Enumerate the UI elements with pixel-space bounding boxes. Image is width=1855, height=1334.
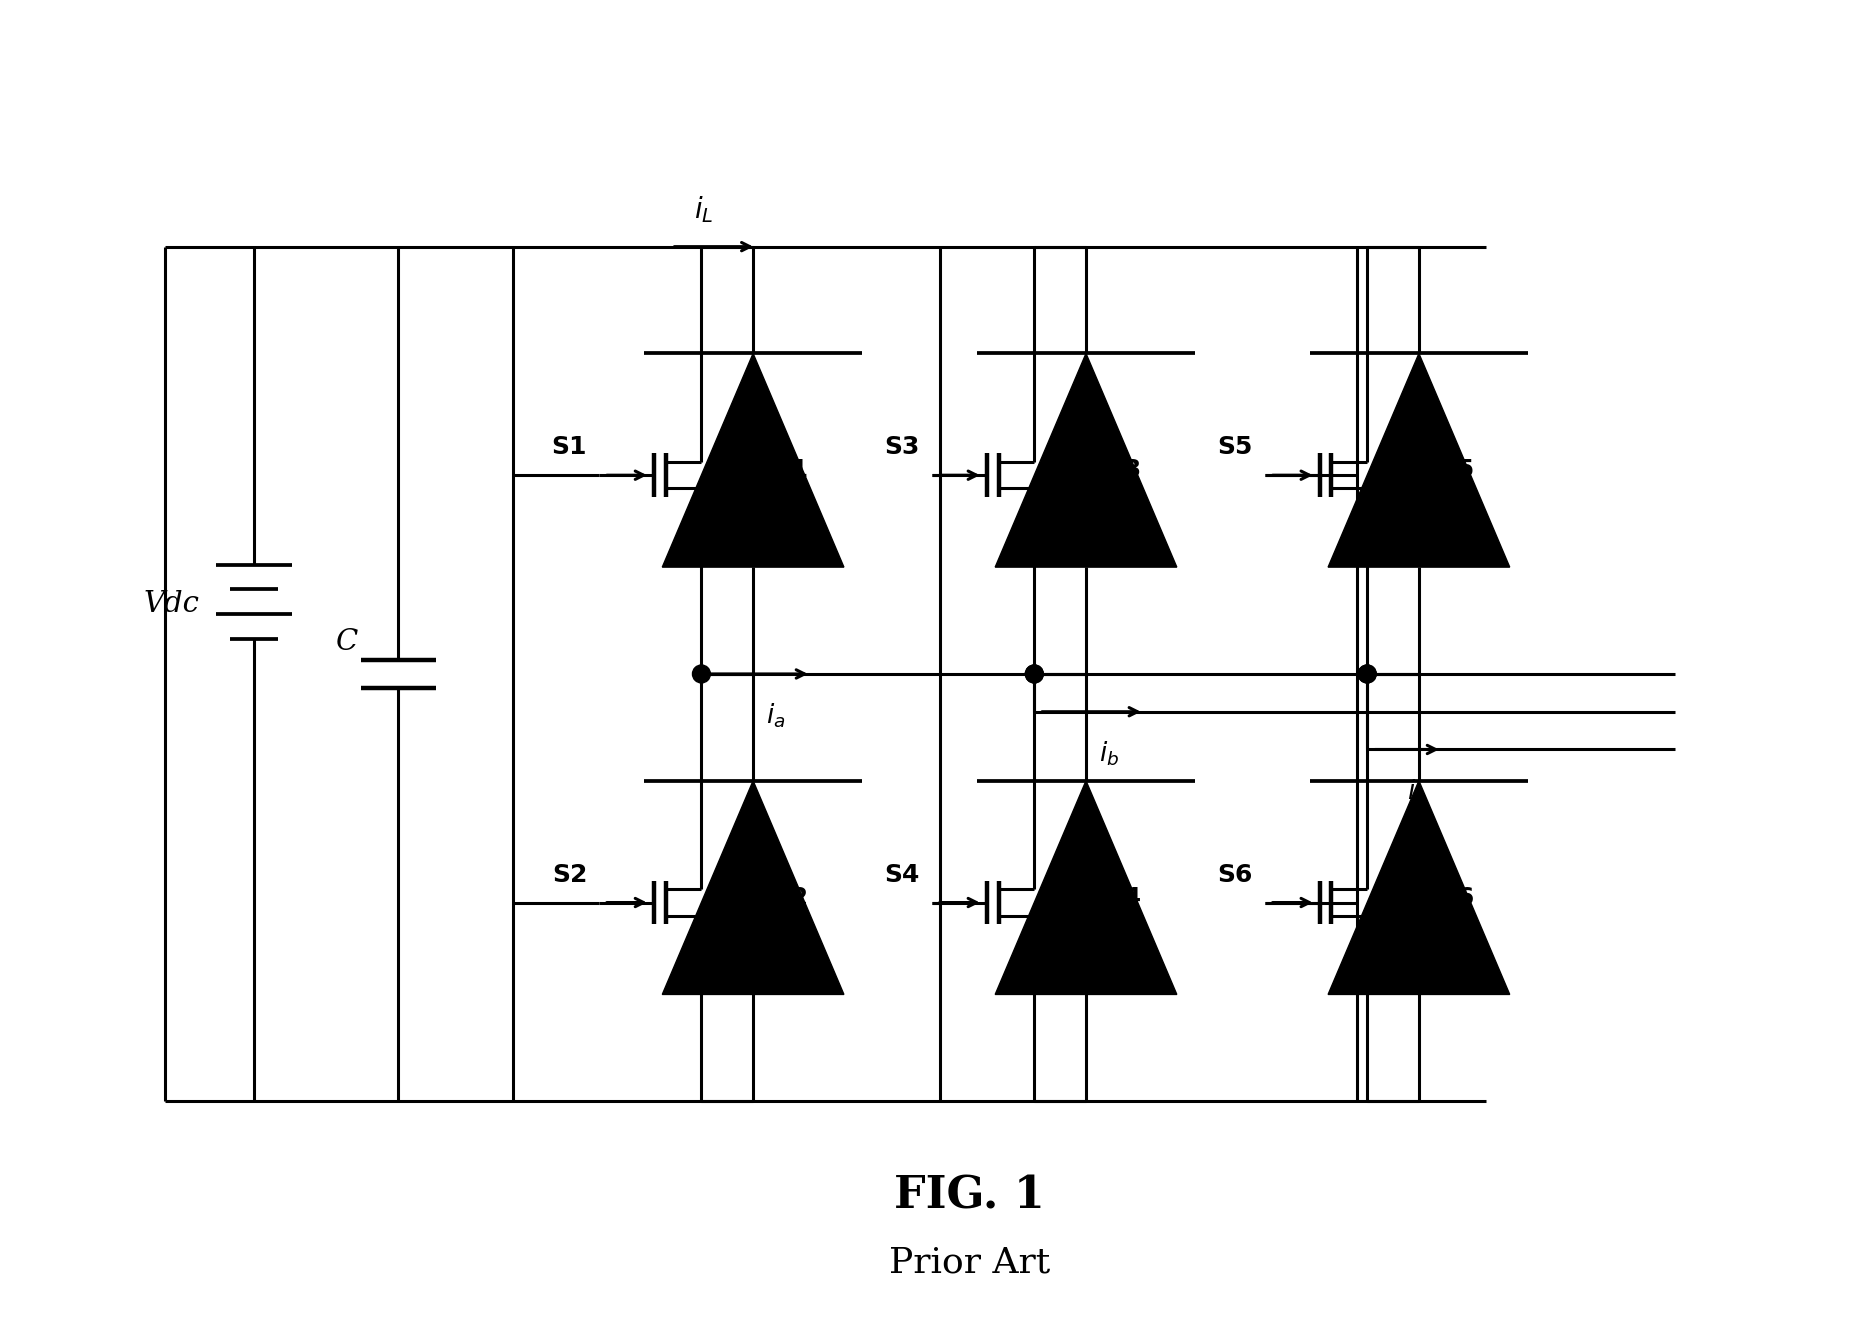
Polygon shape: [994, 354, 1176, 567]
Text: S2: S2: [551, 863, 586, 887]
Text: D2: D2: [772, 886, 809, 910]
Circle shape: [1358, 666, 1375, 683]
Circle shape: [1358, 666, 1375, 683]
Text: $i_L$: $i_L$: [694, 193, 712, 225]
Polygon shape: [994, 780, 1176, 994]
Text: D4: D4: [1106, 886, 1141, 910]
Circle shape: [1024, 666, 1043, 683]
Text: C: C: [336, 628, 358, 656]
Text: Vdc: Vdc: [143, 591, 200, 619]
Text: Prior Art: Prior Art: [889, 1245, 1050, 1279]
Circle shape: [1024, 666, 1043, 683]
Text: S3: S3: [885, 435, 920, 459]
Polygon shape: [662, 780, 844, 994]
Text: S4: S4: [885, 863, 920, 887]
Polygon shape: [1328, 354, 1508, 567]
Circle shape: [692, 666, 710, 683]
Text: S6: S6: [1217, 863, 1252, 887]
Text: D6: D6: [1438, 886, 1475, 910]
Polygon shape: [1328, 780, 1508, 994]
Text: $i_c$: $i_c$: [1406, 778, 1426, 806]
Text: $i_a$: $i_a$: [766, 702, 785, 730]
Text: FIG. 1: FIG. 1: [894, 1174, 1044, 1217]
Text: $i_b$: $i_b$: [1098, 739, 1119, 768]
Text: D5: D5: [1438, 459, 1475, 482]
Text: S5: S5: [1217, 435, 1252, 459]
Text: S1: S1: [551, 435, 586, 459]
Text: D3: D3: [1106, 459, 1141, 482]
Text: D1: D1: [772, 459, 809, 482]
Polygon shape: [662, 354, 844, 567]
